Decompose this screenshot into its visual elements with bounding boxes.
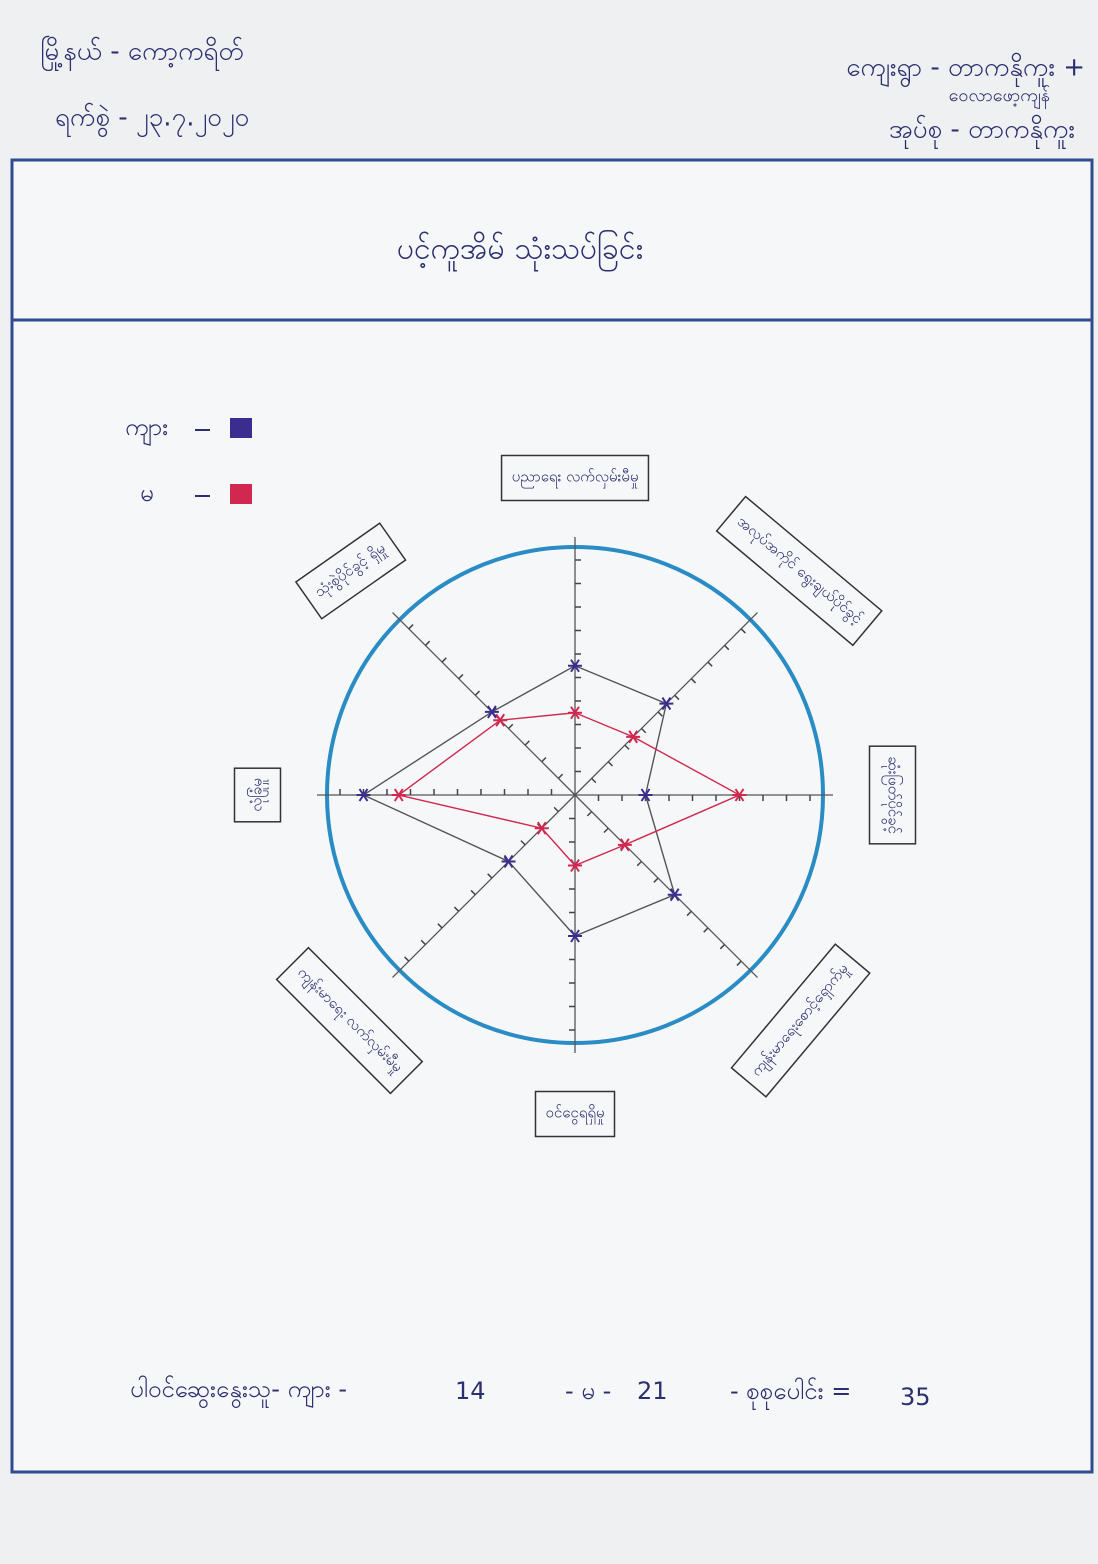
tick-mark — [441, 657, 447, 663]
tick-mark — [719, 944, 726, 950]
tick-mark — [636, 860, 642, 867]
tick-mark — [458, 673, 464, 680]
axis-label: လုံခြုံမှု — [247, 778, 269, 812]
axis-label-box: ပညာရေး လက်လှမ်းမီမှု — [500, 454, 650, 502]
marker — [638, 788, 653, 802]
label-box — [294, 522, 407, 620]
marker — [493, 713, 508, 727]
marker — [732, 788, 747, 802]
tick-mark — [408, 624, 414, 630]
tract: အုပ်စု - တာကနိုကူး — [889, 114, 1075, 150]
tick-mark — [586, 811, 593, 817]
female-label: - မ - — [565, 1377, 611, 1405]
tick-mark — [703, 927, 709, 933]
township: မြို့နယ် - ကော့ကရိတ် — [40, 34, 244, 72]
tick-mark — [740, 628, 746, 634]
axis-label: ဝင်ငွေရရှိမှု — [545, 1104, 604, 1125]
total-count: 35 — [900, 1383, 931, 1411]
marker — [484, 705, 499, 719]
female-count: 21 — [637, 1377, 668, 1405]
label-box — [730, 943, 871, 1098]
marker — [659, 697, 674, 711]
tick-mark — [404, 956, 410, 962]
marker — [356, 788, 371, 802]
tick-mark — [420, 939, 426, 946]
axis-line — [392, 612, 576, 796]
tick-mark — [487, 873, 493, 879]
tick-mark — [524, 740, 530, 746]
axis-label-box: ဝင်ငွေရရှိမှု — [534, 1090, 616, 1138]
tick-mark — [557, 773, 564, 779]
male-count: 14 — [455, 1377, 486, 1405]
tick-mark — [603, 827, 609, 834]
tick-mark — [653, 877, 659, 883]
tick-mark — [474, 690, 481, 696]
marker — [501, 854, 516, 869]
marker — [391, 788, 406, 802]
axis-label-box: လုံခြုံမှု — [233, 767, 282, 823]
chart-title: ပင့်ကူအိမ် သုံးသပ်ခြင်း — [397, 230, 643, 273]
tick-mark — [591, 777, 597, 784]
legend-swatch — [230, 418, 252, 438]
date: ရက်စွဲ - ၂၃.၇.၂၀၂၀ — [55, 102, 250, 138]
axis-line — [574, 794, 758, 978]
tick-mark — [736, 960, 742, 966]
marker — [534, 821, 549, 835]
axis-label-box: ဆုံးဖြတ်ပိုင်ခွင့် — [868, 745, 917, 845]
tick-mark — [690, 678, 697, 684]
label-box — [715, 495, 883, 647]
marker — [568, 659, 582, 673]
tick-mark — [724, 644, 730, 651]
tick-mark — [674, 694, 680, 701]
legend-label: ကျား — [125, 413, 168, 446]
marker — [568, 706, 582, 720]
frame — [10, 158, 1094, 1474]
legend-label: မ — [140, 479, 154, 507]
marker — [617, 838, 632, 852]
marker — [568, 929, 582, 943]
village: ကျေးရွာ - တာကနိုကူး + — [846, 52, 1085, 88]
tick-mark — [553, 806, 559, 813]
label-box — [868, 745, 917, 845]
label-box — [500, 454, 650, 502]
tick-mark — [520, 840, 526, 846]
tick-mark — [437, 923, 443, 929]
tick-mark — [424, 640, 431, 646]
tick-mark — [607, 761, 614, 767]
tick-mark — [508, 723, 514, 730]
axis-label: ဆုံးဖြတ်ပိုင်ခွင့် — [882, 756, 904, 834]
tick-mark — [657, 711, 663, 717]
label-box — [534, 1090, 616, 1138]
tick-mark — [624, 744, 630, 750]
tick-mark — [640, 728, 647, 734]
axis-label: ပညာရေး လက်လှမ်းမီမှု — [512, 468, 639, 489]
label-box — [275, 946, 424, 1095]
marker — [568, 858, 582, 873]
legend-swatch — [230, 484, 252, 504]
tick-mark — [707, 661, 713, 667]
tick-mark — [470, 889, 476, 896]
tick-mark — [686, 910, 692, 917]
total-label: - စုစုပေါင်း = — [730, 1376, 851, 1410]
marker — [626, 730, 641, 744]
marker — [667, 888, 682, 902]
tick-mark — [541, 756, 547, 763]
village-extra: ဝေလာဖော့ကျန် — [949, 85, 1050, 109]
tick-mark — [453, 906, 460, 912]
label-box — [233, 767, 282, 823]
